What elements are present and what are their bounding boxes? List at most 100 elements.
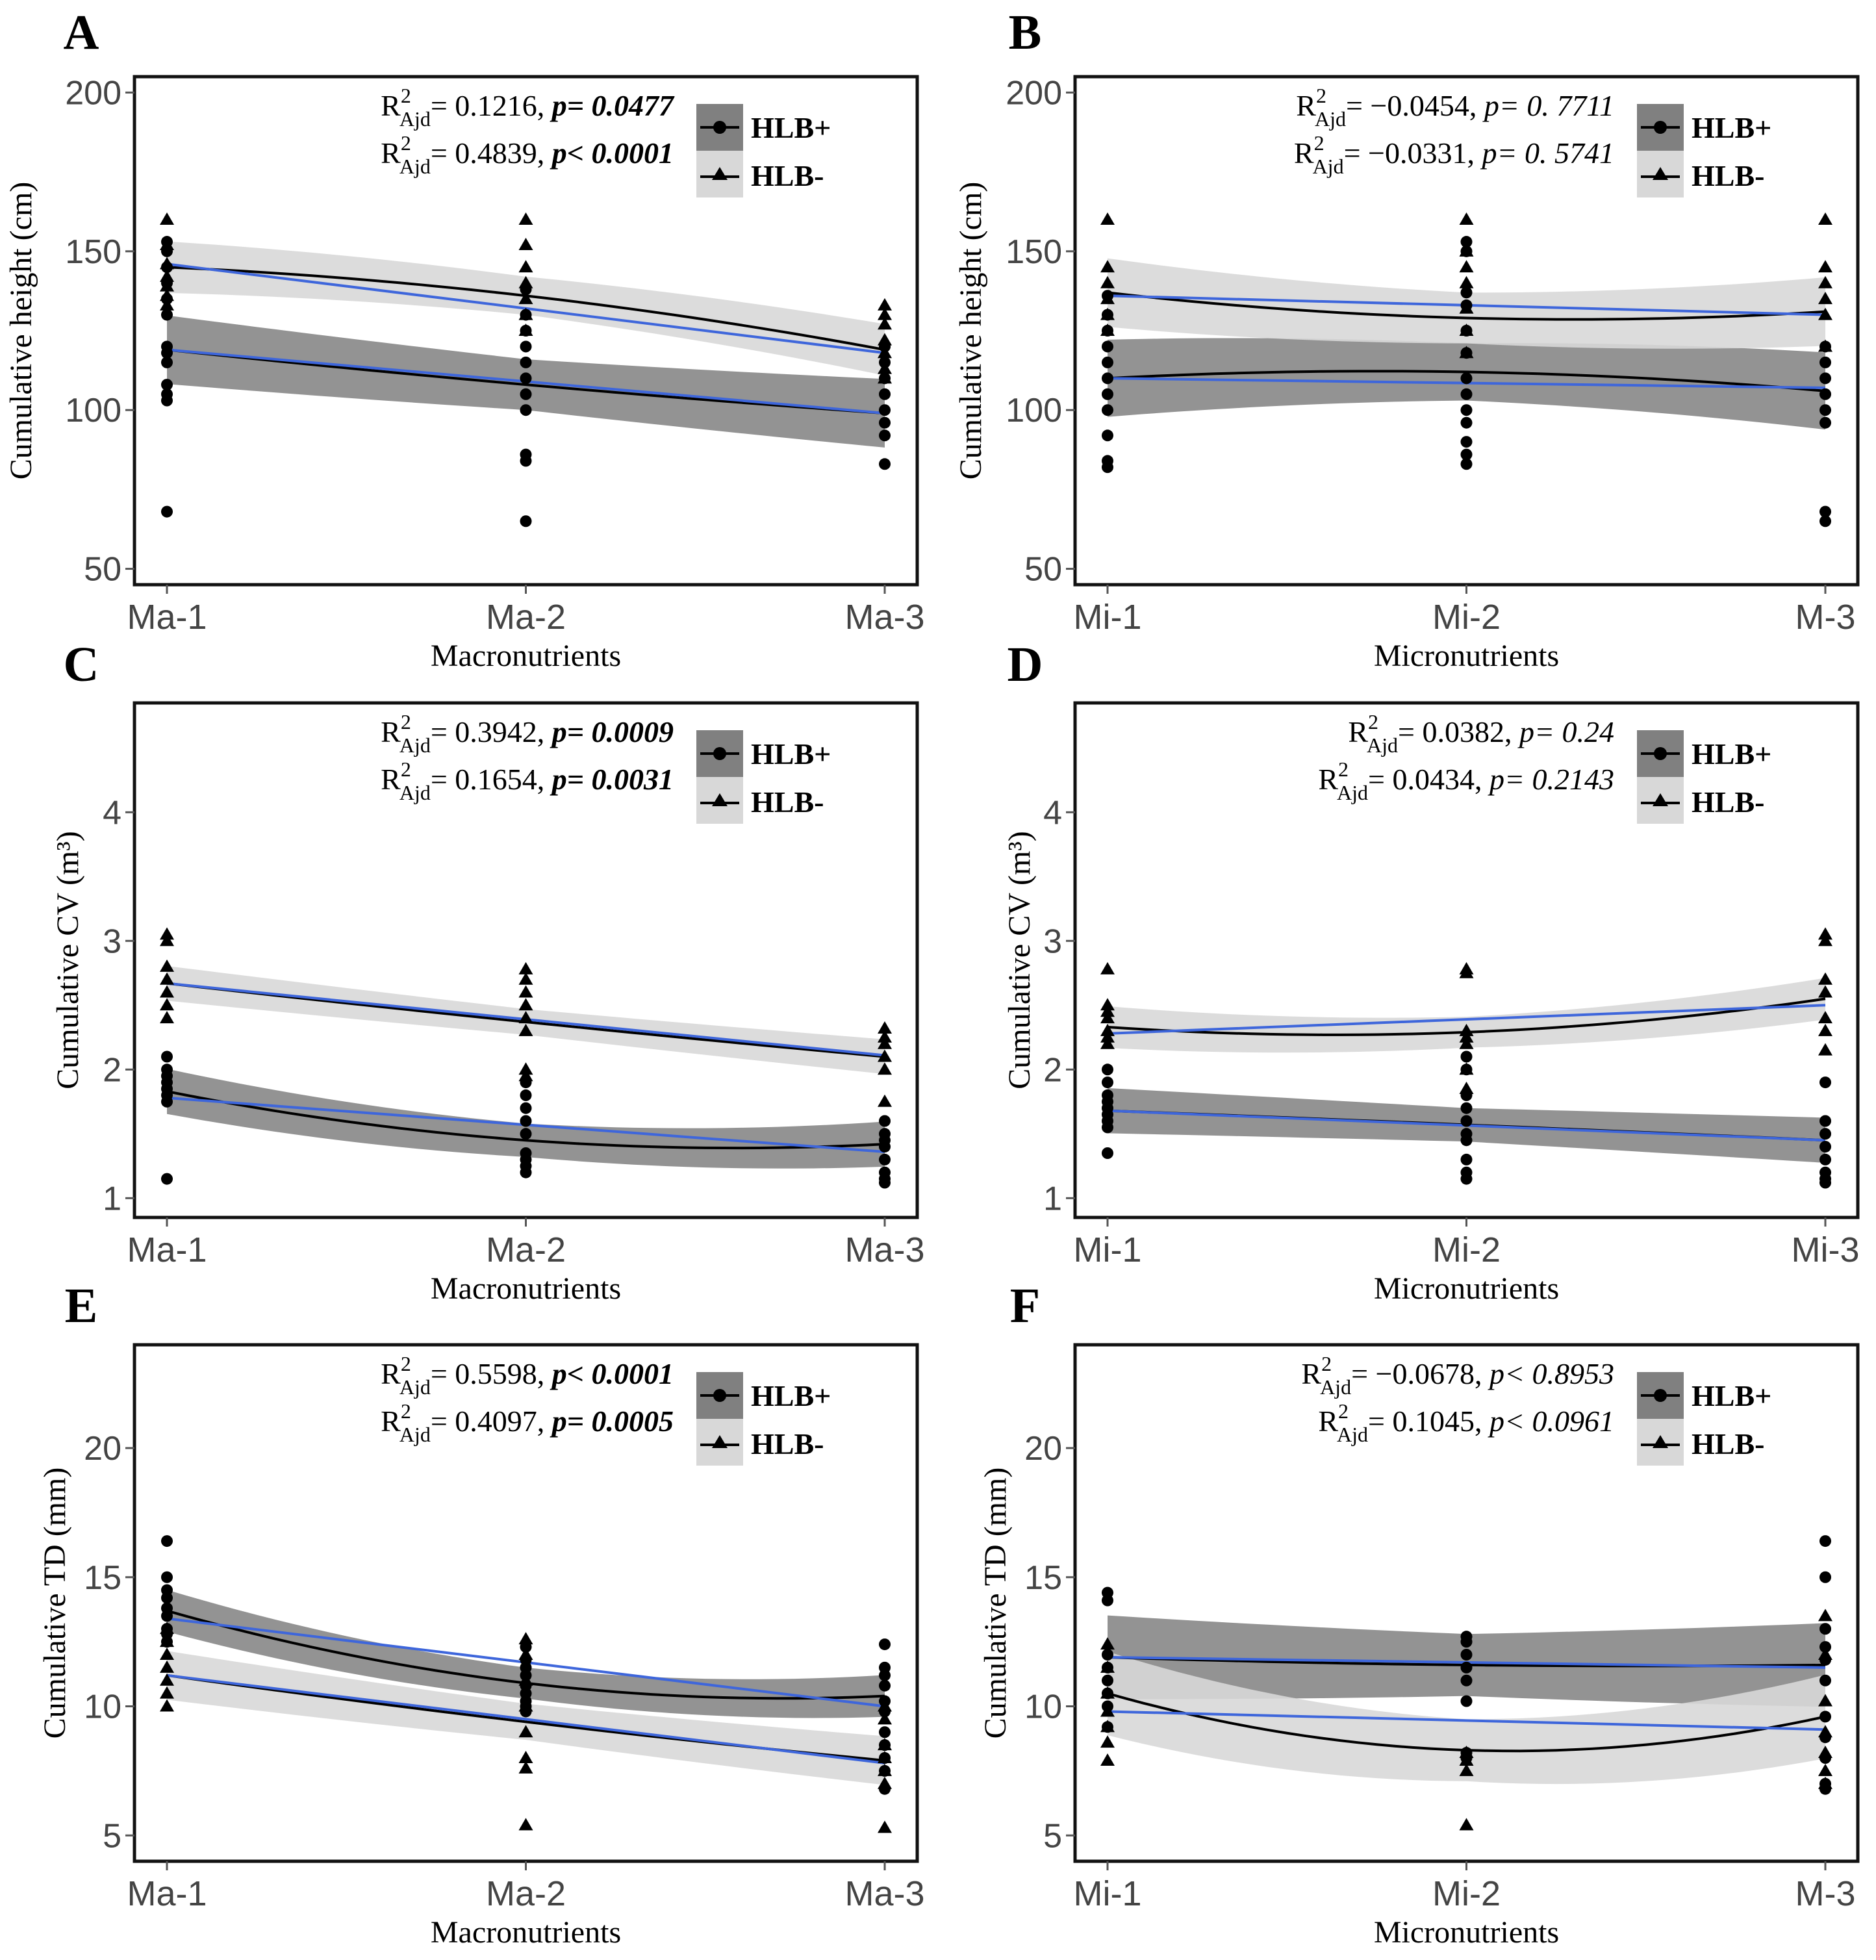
data-point-hlbminus xyxy=(518,1751,533,1763)
data-point-hlbplus xyxy=(1102,461,1113,474)
data-point-hlbplus xyxy=(1102,1674,1113,1686)
data-point-hlbplus xyxy=(1102,404,1113,416)
data-point-hlbminus xyxy=(878,1751,892,1763)
y-axis-label: Cumulative TD (mm) xyxy=(978,1468,1013,1739)
stat-p-value: p< 0.0001 xyxy=(550,136,674,170)
smooth-fit-line xyxy=(166,348,885,415)
data-point-hlbminus xyxy=(518,324,533,336)
data-point-hlbminus xyxy=(1818,1043,1832,1056)
data-point-hlbplus xyxy=(1819,356,1831,368)
data-point-hlbplus xyxy=(1819,1711,1831,1723)
data-point-hlbplus xyxy=(1819,1076,1831,1089)
x-tick-label: M-3 xyxy=(1795,598,1856,637)
x-tick-label: Mi-2 xyxy=(1432,1230,1501,1269)
y-tick-label: 15 xyxy=(1024,1559,1062,1597)
data-point-hlbminus xyxy=(1818,1746,1832,1759)
data-point-hlbminus xyxy=(1818,1023,1832,1036)
data-point-hlbplus xyxy=(1460,1674,1473,1686)
data-point-hlbminus xyxy=(1459,260,1474,273)
data-point-hlbminus xyxy=(160,1635,174,1648)
y-tick-label: 100 xyxy=(1006,392,1062,429)
x-axis-label: Micronutrients xyxy=(1374,1915,1559,1950)
stat-p-value: p= 0.24 xyxy=(1517,715,1614,748)
data-point-hlbplus xyxy=(879,1669,891,1681)
y-tick-label: 150 xyxy=(1006,233,1062,271)
x-tick-label: Ma-3 xyxy=(844,1874,924,1913)
x-tick-label: Mi-2 xyxy=(1432,598,1501,637)
confidence-band-hlbminus xyxy=(1108,1651,1825,1785)
data-point-hlbminus xyxy=(878,333,892,346)
data-point-hlbplus xyxy=(1819,388,1831,400)
data-point-hlbplus xyxy=(161,1535,173,1547)
legend-label: HLB+ xyxy=(1692,1379,1771,1412)
legend-label: HLB+ xyxy=(1692,111,1771,144)
data-point-hlbplus xyxy=(1819,505,1831,518)
data-point-hlbplus xyxy=(161,1095,173,1108)
stat-annotation: R2 Ajd= 0.0434, p= 0.2143 xyxy=(1318,757,1614,804)
data-point-hlbminus xyxy=(878,1049,892,1062)
data-point-hlbminus xyxy=(518,985,533,998)
panel-e: E 5 10 15 20 Ma-1 Ma-2 Ma-3 Macronutrients Cumula… xyxy=(38,1279,925,1950)
data-point-hlbplus xyxy=(520,1128,532,1140)
data-point-hlbminus xyxy=(878,361,892,374)
y-axis-label: Cumulative height (cm) xyxy=(4,182,38,480)
data-point-hlbplus xyxy=(520,356,532,368)
data-point-hlbplus xyxy=(1819,1623,1831,1635)
data-point-hlbminus xyxy=(1818,1725,1832,1738)
data-point-hlbplus xyxy=(1102,1649,1113,1661)
data-point-hlbminus xyxy=(878,346,892,359)
data-point-hlbplus xyxy=(1460,1115,1473,1127)
data-point-hlbplus xyxy=(1102,372,1113,385)
data-point-hlbminus xyxy=(1100,292,1115,305)
y-tick-label: 20 xyxy=(1024,1430,1062,1468)
data-point-hlbminus xyxy=(878,1021,892,1034)
data-point-hlbminus xyxy=(1100,1004,1115,1017)
x-tick-label: Ma-1 xyxy=(127,1874,207,1913)
data-point-hlbplus xyxy=(879,1679,891,1692)
y-tick-label: 3 xyxy=(103,923,121,960)
smooth-fit-line xyxy=(1107,370,1826,392)
stat-r: R xyxy=(1318,763,1338,796)
stat-r2-value: = −0.0331, xyxy=(1344,136,1482,170)
data-point-hlbminus xyxy=(518,1725,533,1738)
data-point-hlbminus xyxy=(160,927,174,940)
data-point-hlbminus xyxy=(518,961,533,974)
data-point-hlbplus xyxy=(1102,1147,1113,1159)
data-point-hlbminus xyxy=(878,1820,892,1833)
data-point-hlbplus xyxy=(879,429,891,442)
data-point-hlbminus xyxy=(1459,275,1474,288)
y-tick-label: 200 xyxy=(1006,74,1062,112)
data-point-hlbminus xyxy=(1459,1746,1474,1759)
data-point-hlbminus xyxy=(1100,1704,1115,1717)
data-point-hlbplus xyxy=(161,379,173,391)
data-point-hlbminus xyxy=(1818,972,1832,985)
smooth-fit-line xyxy=(1107,291,1826,321)
data-point-hlbminus xyxy=(1818,339,1832,352)
data-point-hlbminus xyxy=(1100,275,1115,288)
legend-triangle-icon xyxy=(1653,167,1668,180)
stat-p-value: p< 0.0961 xyxy=(1488,1405,1614,1438)
data-point-hlbplus xyxy=(879,1726,891,1738)
y-axis-label: Cumulative height (cm) xyxy=(954,182,988,480)
panel-c: C 1 2 3 4 Ma-1 Ma-2 Ma-3 Macronutrients Cumulativ… xyxy=(51,637,925,1306)
data-point-hlbminus xyxy=(160,1699,174,1712)
data-point-hlbplus xyxy=(1460,236,1473,248)
legend-circle-icon xyxy=(1654,121,1667,134)
data-point-hlbplus xyxy=(520,404,532,416)
data-point-hlbminus xyxy=(160,934,174,947)
stat-r2-value: = −0.0678, xyxy=(1351,1357,1489,1390)
data-point-hlbminus xyxy=(1100,1720,1115,1733)
data-point-hlbplus xyxy=(1819,372,1831,385)
data-point-hlbminus xyxy=(160,269,174,282)
data-point-hlbplus xyxy=(879,404,891,416)
data-point-hlbminus xyxy=(1459,965,1474,978)
data-point-hlbplus xyxy=(520,1166,532,1178)
y-tick-label: 3 xyxy=(1043,923,1062,960)
stat-subscript: Ajd xyxy=(399,1423,431,1446)
data-point-hlbminus xyxy=(1459,1753,1474,1766)
data-point-hlbplus xyxy=(1460,1695,1473,1707)
data-point-hlbminus xyxy=(878,1036,892,1049)
data-point-hlbminus xyxy=(160,238,174,251)
stat-p-value: p= 0.0005 xyxy=(550,1405,674,1438)
legend: HLB+ HLB- xyxy=(696,1372,831,1466)
